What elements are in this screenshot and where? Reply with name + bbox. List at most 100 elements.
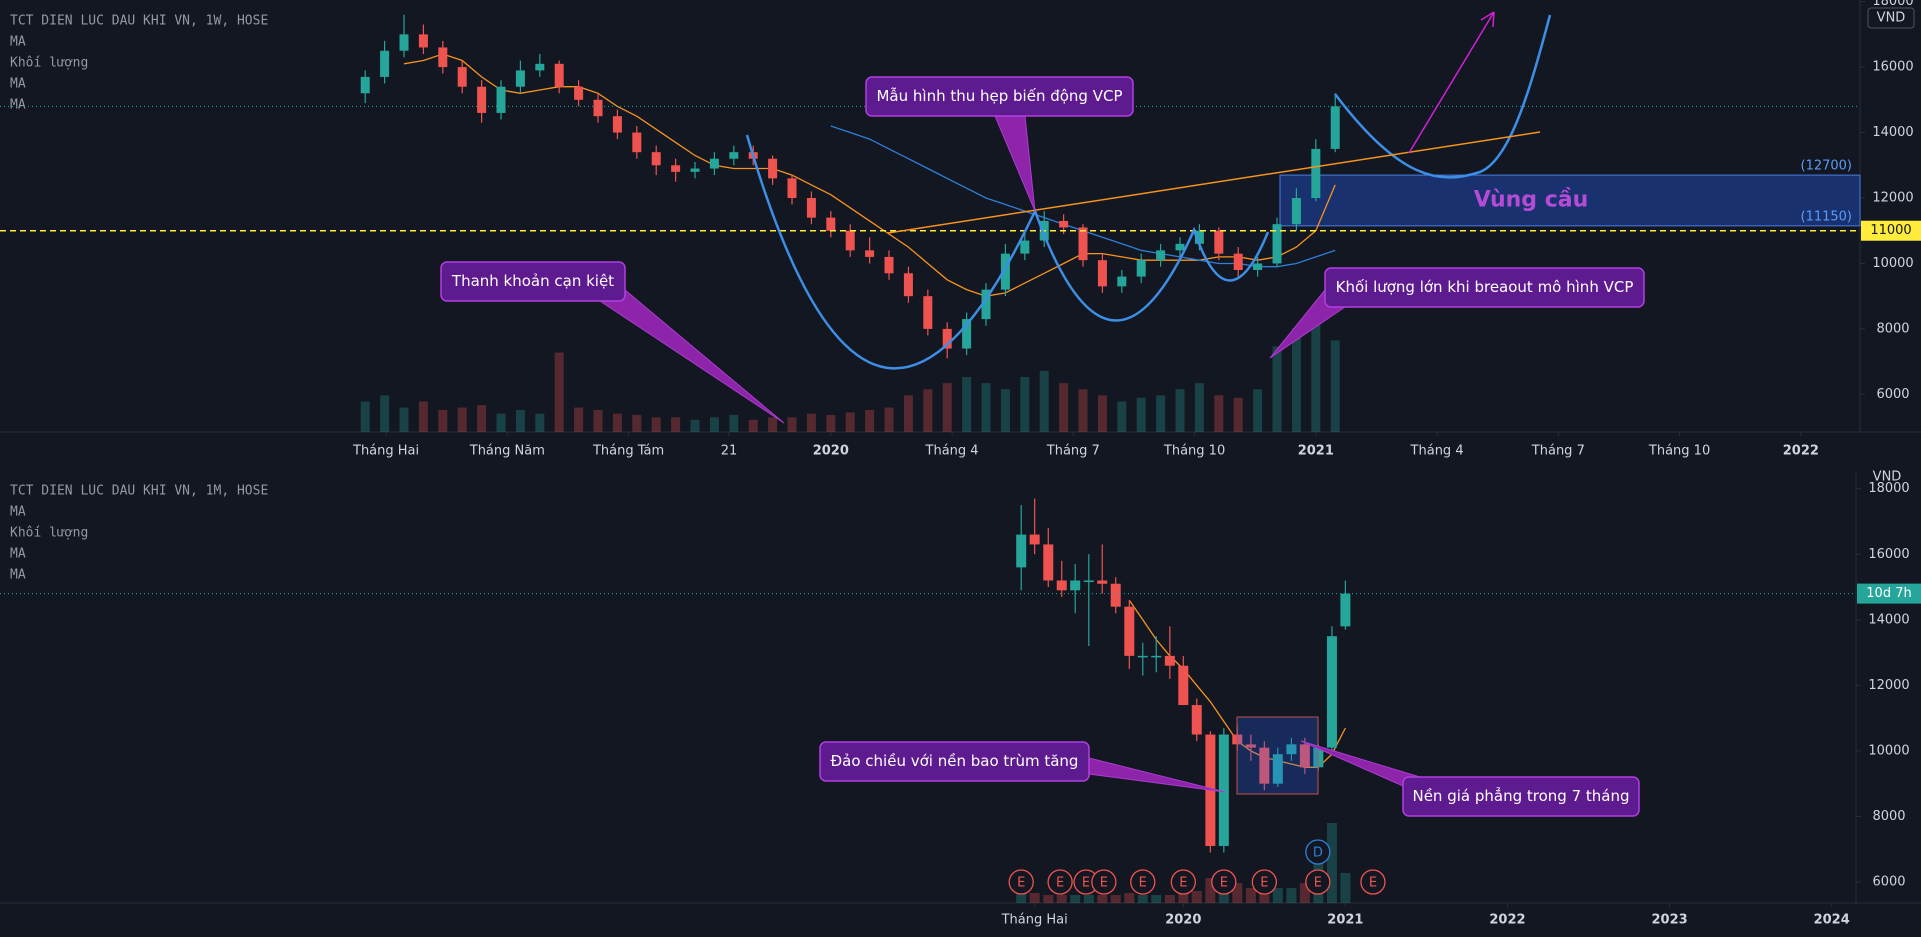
callout-box xyxy=(819,741,1090,782)
volume-bar xyxy=(380,395,390,432)
candle-body xyxy=(690,168,700,172)
candle-body xyxy=(1299,744,1310,768)
callout-text: Khối lượng lớn khi breaout mô hình VCP xyxy=(1336,278,1634,296)
candle-body xyxy=(1056,580,1067,591)
volume-bar xyxy=(438,410,448,432)
legend-item: MA xyxy=(10,547,26,562)
event-marker xyxy=(1047,869,1073,895)
volume-bar xyxy=(806,413,816,432)
chart-title: TCT DIEN LUC DAU KHI VN, 1W, HOSE xyxy=(10,14,268,29)
candle-body xyxy=(1259,747,1270,784)
y-tick-label: 14000 xyxy=(1872,125,1913,140)
candle-body xyxy=(1218,734,1229,846)
volume-bar xyxy=(671,417,681,432)
volume-bar xyxy=(651,417,661,432)
volume-bar xyxy=(690,419,700,432)
candle-body xyxy=(903,273,913,297)
drawings: Mẫu hình thu hẹp biến động VCP Thanh khoả… xyxy=(440,11,1645,817)
candle-body xyxy=(477,86,487,113)
volume-bar xyxy=(1043,895,1054,903)
volume-bar xyxy=(1253,389,1263,432)
volume-bar xyxy=(1056,895,1067,903)
y-tick-label: 10000 xyxy=(1868,743,1909,758)
volume-bar xyxy=(826,414,836,432)
candle-body xyxy=(1137,655,1148,658)
volume-bar xyxy=(1070,895,1081,903)
legend-item: Khối lượng xyxy=(10,526,88,541)
level-label: 11000 xyxy=(1870,223,1911,238)
candle-body xyxy=(1164,655,1175,666)
event-marker xyxy=(1251,869,1277,895)
candle-body xyxy=(671,165,681,172)
x-tick-label: Tháng 10 xyxy=(1648,444,1710,459)
legend-item: MA xyxy=(10,505,26,520)
x-tick-label: Tháng 7 xyxy=(1531,444,1585,459)
event-marker xyxy=(1305,839,1331,865)
volume-bar xyxy=(787,417,797,432)
candle-body xyxy=(1272,754,1283,784)
callout-text: Nền giá phẳng trong 7 tháng xyxy=(1412,786,1629,805)
volume-bar xyxy=(632,414,642,432)
demand-zone xyxy=(1279,174,1861,227)
x-tick-label: 2022 xyxy=(1783,444,1819,459)
volume-bar xyxy=(709,417,719,432)
x-tick-label: 2020 xyxy=(813,444,849,459)
candle-body xyxy=(865,250,875,257)
candle-body xyxy=(1020,240,1030,254)
x-tick-label: 2022 xyxy=(1489,913,1525,928)
volume-bar xyxy=(865,410,875,432)
volume-bar xyxy=(1232,883,1243,903)
volume-bar xyxy=(574,407,584,432)
volume-bar xyxy=(903,395,913,432)
y-tick-label: 10000 xyxy=(1872,256,1913,271)
candle-body xyxy=(1043,544,1054,581)
countdown-label: 10d 7h xyxy=(1866,586,1911,601)
volume-bar xyxy=(1124,893,1135,903)
candle-body xyxy=(845,230,855,251)
legend-item: MA xyxy=(10,77,26,92)
candle-body xyxy=(1124,606,1135,656)
callout-box xyxy=(865,76,1134,117)
event-marker xyxy=(1305,869,1331,895)
candle-body xyxy=(1110,583,1121,607)
candle-body xyxy=(1245,744,1256,748)
volume-bar xyxy=(1245,888,1256,903)
candle-body xyxy=(380,50,390,77)
candle-body xyxy=(709,158,719,169)
y-tick-label: 14000 xyxy=(1868,612,1909,627)
candle-body xyxy=(1330,106,1340,149)
callout-box xyxy=(1324,267,1645,308)
volume-bar xyxy=(496,413,506,432)
currency-label: VND xyxy=(1873,470,1902,485)
event-label: E xyxy=(1100,876,1108,891)
candle-body xyxy=(1016,534,1027,568)
candle-body xyxy=(1286,744,1297,755)
event-label: E xyxy=(1220,876,1228,891)
candle-body xyxy=(806,198,816,218)
candle-body xyxy=(360,76,370,94)
x-tick-label: Tháng 7 xyxy=(1046,444,1100,459)
legend-item: MA xyxy=(10,568,26,583)
x-tick-label: 2024 xyxy=(1814,913,1850,928)
candle-body xyxy=(496,86,506,113)
volume-bar xyxy=(1326,823,1337,903)
candle-body xyxy=(1272,224,1282,264)
callout-text: Mẫu hình thu hẹp biến động VCP xyxy=(876,87,1122,105)
volume-bar xyxy=(1272,888,1283,903)
volume-bar xyxy=(360,401,370,432)
candle-body xyxy=(593,99,603,117)
volume-bar xyxy=(612,413,622,432)
x-tick-label: 2021 xyxy=(1298,444,1334,459)
volume-bar xyxy=(477,405,487,432)
zone-label: Vùng cầu xyxy=(1474,187,1589,212)
x-tick-label: Tháng 4 xyxy=(925,444,979,459)
candle-body xyxy=(1214,230,1224,254)
event-label: E xyxy=(1314,876,1322,891)
candle-body xyxy=(787,178,797,198)
candle-body xyxy=(399,34,409,51)
candle-body xyxy=(826,217,836,231)
callout-box xyxy=(440,261,626,302)
candle-body xyxy=(1311,148,1321,198)
y-tick-label: 6000 xyxy=(1876,387,1909,402)
